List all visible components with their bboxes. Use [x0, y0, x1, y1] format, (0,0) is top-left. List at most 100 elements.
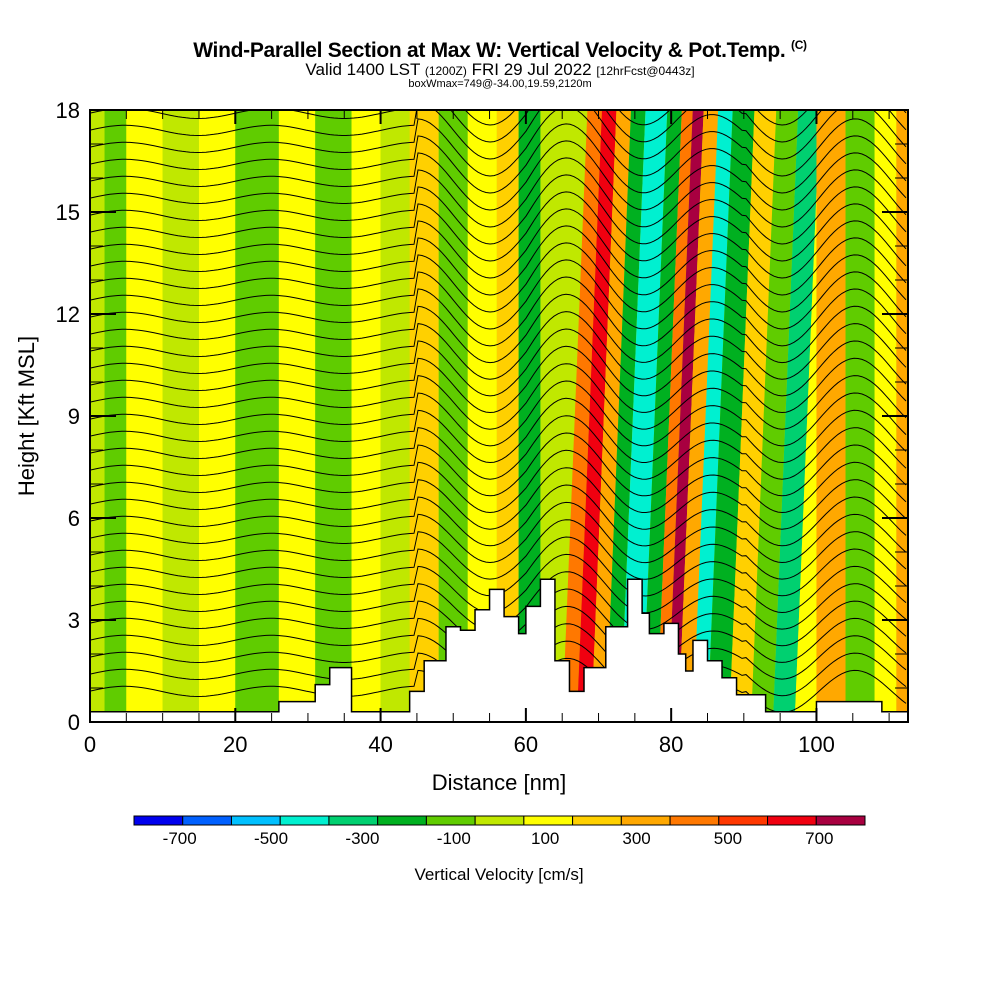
- velocity-band: [729, 110, 777, 722]
- y-tick-label: 6: [68, 506, 80, 531]
- theta-contour: [90, 415, 907, 480]
- theta-contour: [90, 449, 907, 514]
- colorbar-swatch: [230, 815, 281, 826]
- velocity-band: [198, 110, 236, 722]
- velocity-band: [278, 110, 316, 722]
- colorbar-swatch: [767, 815, 817, 826]
- theta-contour: [90, 140, 907, 211]
- terrain: [90, 578, 908, 722]
- colorbar-swatch: [425, 815, 476, 826]
- colorbar-tick-label: 300: [622, 829, 650, 848]
- x-tick-label: 0: [84, 732, 96, 757]
- colorbar-swatch: [328, 815, 379, 826]
- x-tick-label: 40: [368, 732, 392, 757]
- axes: 0 20 40 60 80 100 0 3 6 9 12 15 18: [56, 98, 908, 757]
- velocity-band: [707, 110, 755, 722]
- x-axis-label: Distance [nm]: [432, 770, 567, 795]
- velocity-band: [620, 110, 668, 722]
- theta-contour: [90, 225, 907, 296]
- velocity-band: [605, 110, 646, 722]
- velocity-band: [518, 110, 541, 722]
- valid-date: FRI 29 Jul 2022: [471, 60, 592, 79]
- colorbar-tick-label: 100: [531, 829, 559, 848]
- theta-contour: [90, 276, 907, 347]
- theta-contour: [90, 432, 907, 497]
- x-tick-label: 20: [223, 732, 247, 757]
- colorbar: -700 -500 -300 -100 100 300 500 700: [133, 815, 866, 848]
- colorbar-swatch: [620, 815, 671, 826]
- theta-contour: [90, 110, 907, 177]
- valid-prefix: Valid 1400 LST: [305, 60, 421, 79]
- velocity-band: [162, 110, 199, 722]
- colorbar-swatch: [133, 815, 184, 826]
- velocity-band: [751, 110, 799, 722]
- theta-contour: [90, 380, 907, 447]
- theta-contour: [90, 484, 907, 547]
- velocity-band: [438, 110, 468, 722]
- theta-contour: [90, 110, 907, 160]
- velocity-band: [467, 110, 497, 722]
- theta-contour: [90, 174, 907, 245]
- colorbar-tick-label: -300: [345, 829, 379, 848]
- y-tick-label: 12: [56, 302, 80, 327]
- theta-contour: [90, 259, 907, 330]
- velocity-band: [351, 110, 381, 722]
- colorbar-swatch: [669, 815, 720, 826]
- theta-contour: [90, 293, 907, 364]
- colorbar-tick-label: -700: [163, 829, 197, 848]
- y-tick-label: 0: [68, 710, 80, 735]
- y-axis-label: Height [Kft MSL]: [14, 336, 39, 496]
- velocity-band: [692, 110, 733, 722]
- theta-contour: [90, 191, 907, 262]
- velocity-band: [816, 110, 846, 722]
- valid-utc: (1200Z): [424, 64, 467, 78]
- terrain-profile: [90, 578, 908, 722]
- theta-contour: [464, 110, 907, 126]
- colorbar-swatch: [474, 815, 525, 826]
- colorbar-swatch: [572, 815, 622, 826]
- velocity-band: [591, 110, 631, 722]
- theta-contour: [90, 157, 907, 228]
- velocity-band: [772, 110, 820, 722]
- velocity-band: [409, 110, 439, 722]
- y-tick-label: 3: [68, 608, 80, 633]
- forecast-info: [12hrFcst@0443z]: [596, 64, 695, 78]
- y-tick-label: 18: [56, 98, 80, 123]
- theta-contours: [90, 110, 907, 714]
- theta-contour: [90, 519, 907, 580]
- colorbar-tick-label: -100: [437, 829, 471, 848]
- colorbar-swatch: [182, 815, 232, 826]
- x-tick-label: 60: [514, 732, 538, 757]
- colorbar-label: Vertical Velocity [cm/s]: [414, 865, 583, 884]
- title-text: Wind-Parallel Section at Max W: Vertical…: [193, 39, 786, 62]
- theta-contour: [90, 345, 907, 414]
- colorbar-tick-label: 700: [805, 829, 833, 848]
- theta-contour: [90, 397, 907, 464]
- velocity-band: [667, 110, 704, 722]
- boxwmax-line: boxWmax=749@-34.00,19.59,2120m: [408, 78, 592, 90]
- colorbar-tick-label: 500: [714, 829, 742, 848]
- theta-contour: [90, 123, 907, 194]
- chart-title: Wind-Parallel Section at Max W: Vertical…: [0, 38, 1000, 63]
- colorbar-swatch: [718, 815, 769, 826]
- velocity-band: [656, 110, 693, 722]
- theta-contour: [90, 311, 907, 380]
- colorbar-swatch: [523, 815, 574, 826]
- velocity-band: [678, 110, 719, 722]
- theta-contour: [90, 363, 907, 430]
- theta-contour: [90, 110, 907, 143]
- colorbar-swatch: [377, 815, 427, 826]
- velocity-band: [642, 110, 682, 722]
- velocity-band: [315, 110, 352, 722]
- copyright-mark: (C): [791, 38, 807, 52]
- theta-contour: [90, 328, 907, 397]
- theta-contour: [90, 467, 907, 530]
- y-tick-label: 9: [68, 404, 80, 429]
- x-tick-label: 100: [798, 732, 835, 757]
- valid-time-line: Valid 1400 LST (1200Z) FRI 29 Jul 2022 […: [0, 60, 1000, 80]
- theta-contour: [90, 242, 907, 313]
- colorbar-tick-label: -500: [254, 829, 288, 848]
- colorbar-swatch: [279, 815, 330, 826]
- x-tick-label: 80: [659, 732, 683, 757]
